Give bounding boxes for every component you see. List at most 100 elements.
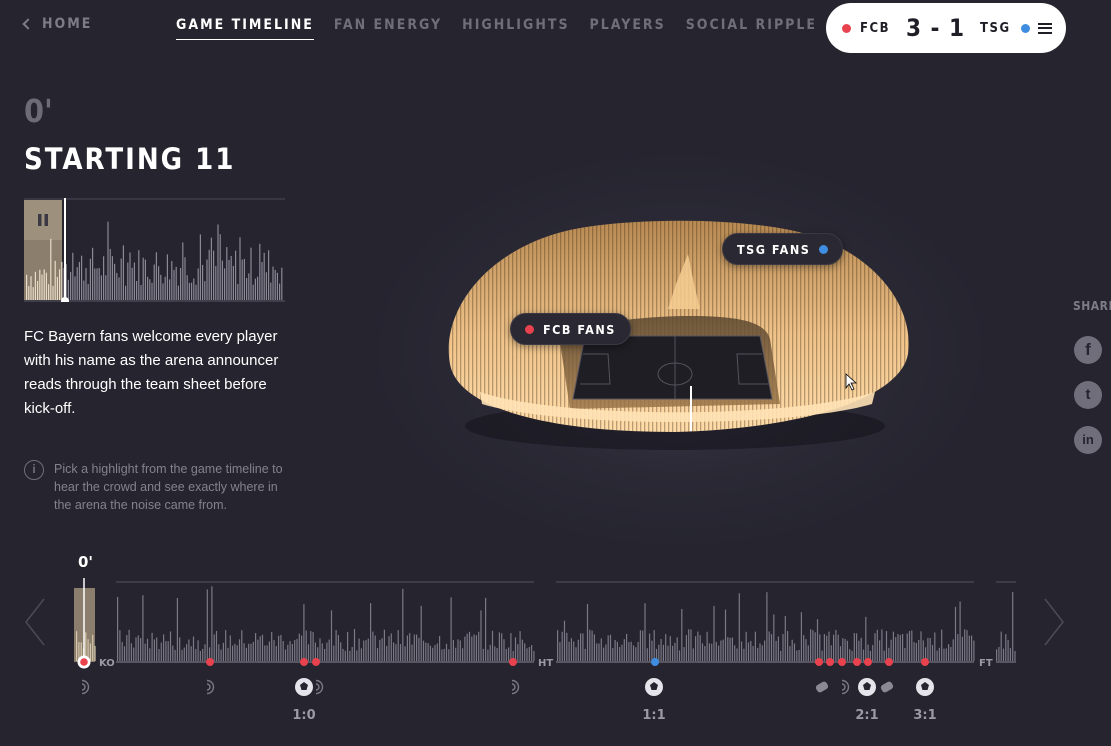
timeline-event-dot[interactable] xyxy=(815,658,823,666)
waveform-bar xyxy=(789,646,791,661)
whistle-icon[interactable] xyxy=(815,681,829,694)
waveform-bar xyxy=(257,639,259,661)
timeline-event-dot[interactable] xyxy=(921,658,929,666)
waveform-bar xyxy=(213,634,215,661)
timeline-event-dot[interactable] xyxy=(651,658,659,666)
facebook-icon[interactable]: f xyxy=(1074,336,1102,364)
waveform-bar xyxy=(344,650,346,661)
waveform-bar xyxy=(805,639,807,661)
whistle-icon[interactable] xyxy=(880,681,894,694)
waveform-bar xyxy=(701,643,704,661)
timeline-event-dot[interactable] xyxy=(509,658,517,666)
waveform-bar xyxy=(517,644,519,661)
home-link[interactable]: HOME xyxy=(22,16,92,32)
waveform-bar xyxy=(307,644,310,661)
waveform-bar xyxy=(261,634,264,661)
waveform-bar xyxy=(137,635,139,661)
tab-fan-energy[interactable]: FAN ENERGY xyxy=(333,17,443,33)
crowd-sound-icon[interactable] xyxy=(841,679,850,695)
waveform-bar xyxy=(397,630,399,661)
moment-waveform[interactable] xyxy=(24,198,285,302)
waveform-bar xyxy=(662,644,664,661)
waveform-bar xyxy=(195,648,197,661)
waveform-bar xyxy=(961,636,963,661)
crowd-sound-icon[interactable] xyxy=(206,679,215,695)
timeline-prev-arrow[interactable] xyxy=(24,597,46,647)
timeline-event-dot[interactable] xyxy=(838,658,846,666)
waveform-bar xyxy=(676,637,678,661)
waveform-bar xyxy=(257,276,259,300)
tab-game-timeline[interactable]: GAME TIMELINE xyxy=(176,17,314,40)
waveform-bar xyxy=(351,646,353,661)
waveform-bar xyxy=(284,649,287,661)
tab-players[interactable]: PLAYERS xyxy=(589,17,666,33)
pause-icon xyxy=(38,214,48,226)
waveform-bar xyxy=(586,604,589,661)
tab-social-ripple[interactable]: SOCIAL RIPPLE xyxy=(685,17,818,33)
timeline-event-dot[interactable] xyxy=(206,658,214,666)
waveform-bar xyxy=(439,635,441,661)
waveform-bar xyxy=(176,598,178,661)
waveform-bar xyxy=(61,261,63,300)
waveform-bar xyxy=(869,650,871,661)
waveform-bar xyxy=(305,630,307,661)
goal-ball-icon[interactable] xyxy=(916,678,934,696)
waveform-bar xyxy=(971,635,973,661)
crowd-sound-icon[interactable] xyxy=(511,679,520,695)
timeline-event-dot[interactable] xyxy=(300,658,308,666)
waveform-bar xyxy=(485,597,487,661)
waveform-bar xyxy=(303,604,305,661)
timeline-current-minute: 0' xyxy=(78,553,93,571)
waveform-bar xyxy=(695,636,697,661)
timeline-event-dot[interactable] xyxy=(853,658,861,666)
waveform-bar xyxy=(706,631,708,661)
tsg-fans-label[interactable]: TSG FANS xyxy=(722,233,844,265)
goal-ball-icon[interactable] xyxy=(295,678,313,696)
waveform-bar xyxy=(443,648,445,661)
waveform-bar xyxy=(584,648,586,661)
tab-highlights[interactable]: HIGHLIGHTS xyxy=(462,17,570,33)
waveform-bar xyxy=(184,257,186,300)
waveform-bar xyxy=(105,275,107,300)
waveform-bar xyxy=(128,629,130,661)
waveform-bar xyxy=(140,285,142,300)
timeline-event-dot[interactable] xyxy=(864,658,872,666)
timeline-event-dot[interactable] xyxy=(312,658,320,666)
hamburger-menu-icon[interactable] xyxy=(1038,22,1052,34)
playhead-handle[interactable] xyxy=(61,297,69,302)
waveform-bar xyxy=(259,636,261,661)
fcb-fans-label[interactable]: FCB FANS xyxy=(510,313,631,345)
linkedin-icon[interactable]: in xyxy=(1074,426,1102,454)
timeline-event-dot[interactable] xyxy=(826,658,834,666)
waveform-bar xyxy=(672,645,674,661)
waveform-bar xyxy=(780,650,782,661)
twitter-icon[interactable]: t xyxy=(1074,381,1102,409)
waveform-bar xyxy=(568,641,570,661)
waveform-bar xyxy=(867,644,869,661)
goal-ball-icon[interactable] xyxy=(645,678,663,696)
goal-ball-icon[interactable] xyxy=(858,678,876,696)
timeline-event-dot[interactable] xyxy=(885,658,893,666)
timeline-next-arrow[interactable] xyxy=(1043,597,1065,647)
waveform-bar xyxy=(793,643,796,661)
pause-button[interactable] xyxy=(24,200,62,240)
game-timeline[interactable]: 0' KO HT FT 1:0 1:1 2:1 3:1 xyxy=(0,545,1040,735)
crowd-sound-icon[interactable] xyxy=(315,679,324,695)
waveform-bar xyxy=(814,632,816,661)
waveform-bar xyxy=(120,258,122,300)
waveform-bar xyxy=(26,274,28,300)
waveform-bar xyxy=(381,638,383,661)
waveform-bar xyxy=(713,605,715,661)
waveform-bar xyxy=(186,275,188,300)
waveform-bar xyxy=(151,632,153,661)
waveform-bar xyxy=(902,633,904,661)
waveform-bar xyxy=(858,640,860,661)
waveform-bar xyxy=(828,631,830,661)
fcb-fans-text: FCB FANS xyxy=(543,321,616,337)
waveform-bar xyxy=(393,642,395,661)
waveform-bar xyxy=(190,646,192,661)
waveform-bar xyxy=(226,247,228,300)
crowd-sound-icon[interactable] xyxy=(81,679,90,695)
waveform-bar xyxy=(301,635,303,661)
waveform-bar xyxy=(402,588,404,661)
